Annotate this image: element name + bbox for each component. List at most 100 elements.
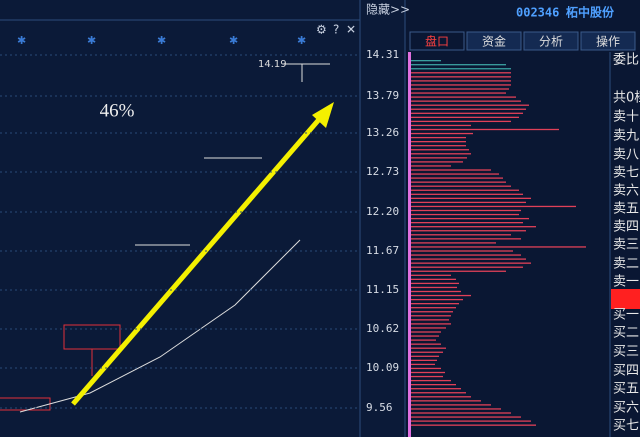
depth-bar — [411, 388, 461, 390]
depth-bar — [411, 88, 509, 90]
depth-bar — [411, 375, 443, 378]
depth-bar — [411, 270, 506, 272]
depth-bar — [411, 327, 446, 329]
depth-bar — [411, 282, 459, 285]
depth-bar — [411, 258, 526, 260]
side-label: 买六 — [613, 401, 639, 416]
tab-label[interactable]: 资金 — [482, 34, 506, 49]
depth-bar — [411, 169, 491, 171]
depth-bar — [411, 351, 443, 353]
depth-bar — [411, 246, 586, 248]
side-label: 买七 — [613, 419, 639, 434]
depth-bar — [411, 84, 511, 86]
marker: ✱ — [297, 34, 306, 47]
arrow-head — [312, 102, 334, 128]
depth-bar — [411, 339, 436, 341]
depth-bar — [411, 128, 559, 131]
hide-button[interactable]: 隐藏>> — [366, 3, 410, 17]
tab[interactable] — [580, 31, 636, 51]
close-icon[interactable]: ✕ — [346, 23, 356, 37]
depth-bar — [411, 294, 471, 297]
tab[interactable] — [523, 31, 579, 51]
depth-bar — [411, 278, 456, 280]
trend-arrow — [71, 114, 324, 406]
stock-code: 002346 — [516, 6, 559, 20]
depth-bar — [411, 420, 531, 422]
depth-bar — [411, 290, 461, 293]
side-label: 卖六 — [613, 184, 639, 199]
depth-bar — [411, 173, 499, 175]
marker: ✱ — [157, 34, 166, 47]
settings-icon[interactable]: ⚙ — [316, 23, 327, 37]
depth-bar — [411, 213, 519, 216]
side-label: 卖九 — [613, 129, 639, 144]
depth-bar — [411, 112, 523, 114]
depth-bar — [411, 266, 523, 268]
tab[interactable] — [466, 31, 522, 51]
depth-bar — [411, 104, 529, 106]
depth-bar — [411, 315, 451, 317]
depth-bar — [411, 141, 466, 143]
depth-bar — [411, 335, 439, 337]
depth-bar — [411, 274, 451, 276]
tab-label[interactable]: 分析 — [539, 35, 563, 49]
depth-bar — [411, 201, 526, 204]
depth-bar — [411, 424, 536, 426]
depth-bar — [411, 185, 511, 187]
side-label: 委比 — [613, 53, 639, 68]
side-label: 卖一 — [613, 275, 639, 290]
price-label: 14.31 — [366, 48, 399, 61]
price-label: 9.56 — [366, 401, 393, 414]
tab[interactable] — [409, 31, 465, 51]
side-label: 买三 — [613, 345, 639, 360]
depth-bar — [411, 181, 506, 183]
depth-bar — [411, 222, 523, 224]
side-label: 卖四 — [613, 220, 639, 235]
price-label: 10.09 — [366, 361, 399, 374]
tab-label[interactable]: 操作 — [596, 34, 620, 49]
depth-bar — [411, 165, 451, 167]
marker: ✱ — [229, 34, 238, 47]
side-label: 买二 — [613, 326, 639, 341]
depth-bar — [411, 400, 481, 402]
depth-bar — [411, 100, 521, 102]
depth-bar — [411, 72, 511, 74]
depth-bar — [411, 230, 526, 232]
price-box — [611, 289, 640, 309]
depth-bar — [411, 96, 516, 98]
depth-bar — [411, 76, 511, 78]
marker: ✱ — [87, 34, 96, 47]
depth-bar — [411, 363, 435, 366]
side-label: 卖五 — [613, 202, 639, 217]
depth-bar — [411, 392, 466, 394]
depth-bar — [411, 136, 466, 139]
depth-bar — [411, 343, 441, 345]
side-label: 共0档 — [613, 91, 640, 106]
depth-bar — [411, 108, 526, 110]
depth-bar — [411, 189, 519, 191]
marker: ✱ — [17, 34, 26, 47]
annotation: 46% — [100, 100, 135, 121]
depth-bar — [411, 347, 446, 349]
depth-bar — [411, 68, 511, 70]
depth-bar — [411, 64, 506, 66]
depth-bar — [411, 205, 576, 208]
depth-bar — [411, 323, 451, 325]
price-label: 12.20 — [366, 205, 399, 218]
depth-bar — [411, 250, 513, 252]
depth-bar — [411, 303, 459, 305]
price-label: 13.79 — [366, 89, 399, 102]
depth-bar — [411, 396, 471, 398]
depth-bar — [411, 161, 463, 163]
side-label: 卖二 — [613, 257, 639, 272]
depth-bar — [411, 193, 523, 195]
depth-bar — [411, 238, 521, 240]
depth-bar — [411, 408, 501, 410]
depth-bar — [411, 371, 445, 374]
stock-name: 柘中股份 — [565, 5, 615, 20]
help-icon[interactable]: ? — [333, 23, 339, 37]
depth-bar — [411, 262, 531, 264]
tab-label[interactable]: 盘口 — [425, 34, 449, 49]
depth-bar — [411, 254, 521, 256]
